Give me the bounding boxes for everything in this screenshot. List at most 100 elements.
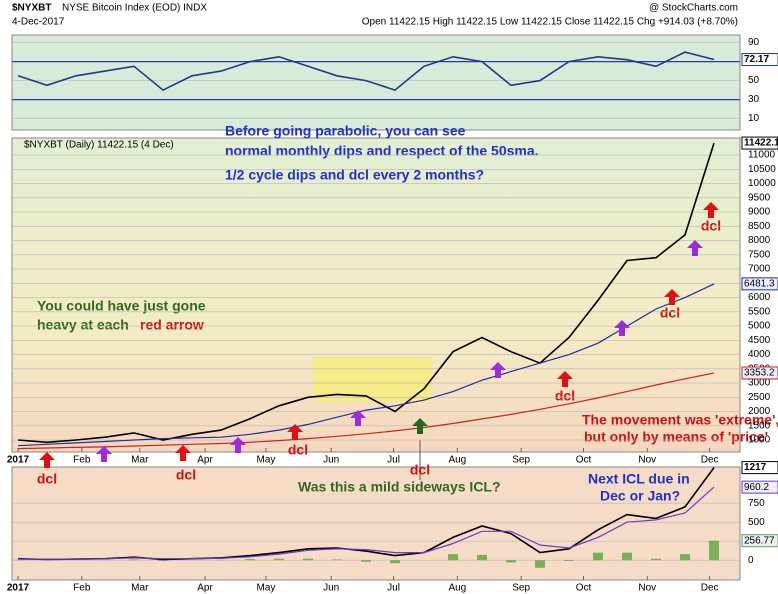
y-tick-label: 4000 xyxy=(748,349,771,360)
arrow xyxy=(287,424,303,440)
y-tick-label: 7500 xyxy=(748,249,771,260)
x-tick-label: Mar xyxy=(131,455,149,466)
y-tick-label: 10000 xyxy=(748,178,776,189)
x-tick-label: Jul xyxy=(387,455,400,466)
x-tick-label: Aug xyxy=(448,455,466,466)
annotation: red arrow xyxy=(140,317,204,333)
series-line xyxy=(17,283,715,447)
x-tick-label: Nov xyxy=(638,455,656,466)
dcl-label: dcl xyxy=(701,218,721,234)
histogram-bar xyxy=(564,560,574,561)
histogram-bar xyxy=(274,558,284,561)
annotation: heavy at each xyxy=(37,317,129,333)
value-label: 1217 xyxy=(744,462,767,473)
x-tick-label: 2017 xyxy=(7,455,30,466)
value-box xyxy=(741,480,778,494)
y-tick-label: 10500 xyxy=(748,164,776,175)
annotation: normal monthly dips and respect of the 5… xyxy=(225,143,539,159)
y-tick-label: 8000 xyxy=(748,235,771,246)
series-line xyxy=(17,372,715,450)
y-tick-label: 30 xyxy=(748,94,760,105)
y-tick-label: 4500 xyxy=(748,335,771,346)
value-box xyxy=(741,366,778,380)
value-label: 960.2 xyxy=(744,482,769,493)
value-label: 6481.3 xyxy=(744,278,775,289)
histogram-bar xyxy=(158,560,168,561)
histogram-bar xyxy=(361,560,371,562)
y-tick-label: 8500 xyxy=(748,221,771,232)
arrow xyxy=(175,445,191,461)
histogram-bar xyxy=(506,560,516,563)
arrow xyxy=(350,410,366,426)
histogram-bar xyxy=(303,558,313,561)
y-tick-label: 750 xyxy=(748,498,765,509)
y-tick-label: 11000 xyxy=(748,150,776,161)
annotation: Dec or Jan? xyxy=(600,488,680,504)
histogram-bar xyxy=(390,560,400,564)
quote: Open 11422.15 High 11422.15 Low 11422.15… xyxy=(362,17,738,28)
histogram-bar xyxy=(680,554,690,561)
arrow xyxy=(614,320,630,336)
annotation: Next ICL due in xyxy=(588,471,690,487)
y-tick-label: 0 xyxy=(748,555,754,566)
value-box xyxy=(741,534,778,548)
annotation: 1/2 cycle dips and dcl every 2 months? xyxy=(225,167,484,183)
x-tick-label: Feb xyxy=(73,583,91,594)
histogram-bar xyxy=(245,559,255,561)
x-tick-label: Jun xyxy=(323,583,339,594)
x-tick-label: 2017 xyxy=(7,583,30,594)
dcl-label: dcl xyxy=(660,305,680,321)
annotation: You could have just gone xyxy=(37,298,206,314)
value-box xyxy=(741,136,778,150)
x-tick-label: Dec xyxy=(701,455,719,466)
value-label: 72.17 xyxy=(744,54,769,65)
annotation: Before going parabolic, you can see xyxy=(225,123,466,139)
x-tick-label: Nov xyxy=(638,583,656,594)
y-tick-label: 6000 xyxy=(748,292,771,303)
macd-panel xyxy=(11,466,741,581)
dcl-label: dcl xyxy=(288,442,308,458)
x-tick-label: Apr xyxy=(197,455,213,466)
x-tick-label: Aug xyxy=(448,583,466,594)
series-line xyxy=(17,142,715,444)
y-tick-label: 5000 xyxy=(748,321,771,332)
annotation: Was this a mild sideways ICL? xyxy=(298,479,501,495)
x-tick-label: Jun xyxy=(323,455,339,466)
histogram-bar xyxy=(448,554,458,561)
x-tick-label: Dec xyxy=(701,583,719,594)
arrow xyxy=(39,452,55,468)
arrow xyxy=(490,362,506,378)
x-tick-label: May xyxy=(256,455,275,466)
price-panel xyxy=(11,137,741,453)
y-tick-label: 1000 xyxy=(748,435,771,446)
series-line xyxy=(17,467,715,561)
arrow xyxy=(703,202,719,218)
arrow xyxy=(412,418,428,434)
histogram-bar xyxy=(593,552,603,561)
x-tick-label: Apr xyxy=(197,583,213,594)
x-tick-label: Jul xyxy=(387,583,400,594)
y-tick-label: 1500 xyxy=(748,420,771,431)
value-label: 3353.2 xyxy=(744,368,775,379)
value-box xyxy=(741,277,778,291)
x-tick-label: Sep xyxy=(512,455,530,466)
arrow xyxy=(557,371,573,387)
y-tick-label: 10 xyxy=(748,113,760,124)
histogram-bar xyxy=(477,554,487,561)
y-tick-label: 9500 xyxy=(748,192,771,203)
arrow xyxy=(664,289,680,305)
dcl-label: dcl xyxy=(176,467,196,483)
y-tick-label: 3000 xyxy=(748,378,771,389)
value-box xyxy=(741,53,778,67)
arrow xyxy=(687,240,703,256)
rsi-panel xyxy=(11,34,741,131)
y-tick-label: 5500 xyxy=(748,306,771,317)
histogram-bar xyxy=(651,558,661,561)
arrow xyxy=(96,446,112,462)
symbol: $NYXBT xyxy=(12,3,51,14)
x-tick-label: Feb xyxy=(73,455,91,466)
x-tick-label: Sep xyxy=(512,583,530,594)
series-line xyxy=(17,51,715,92)
y-tick-label: 2000 xyxy=(748,406,771,417)
series-line xyxy=(18,486,715,560)
